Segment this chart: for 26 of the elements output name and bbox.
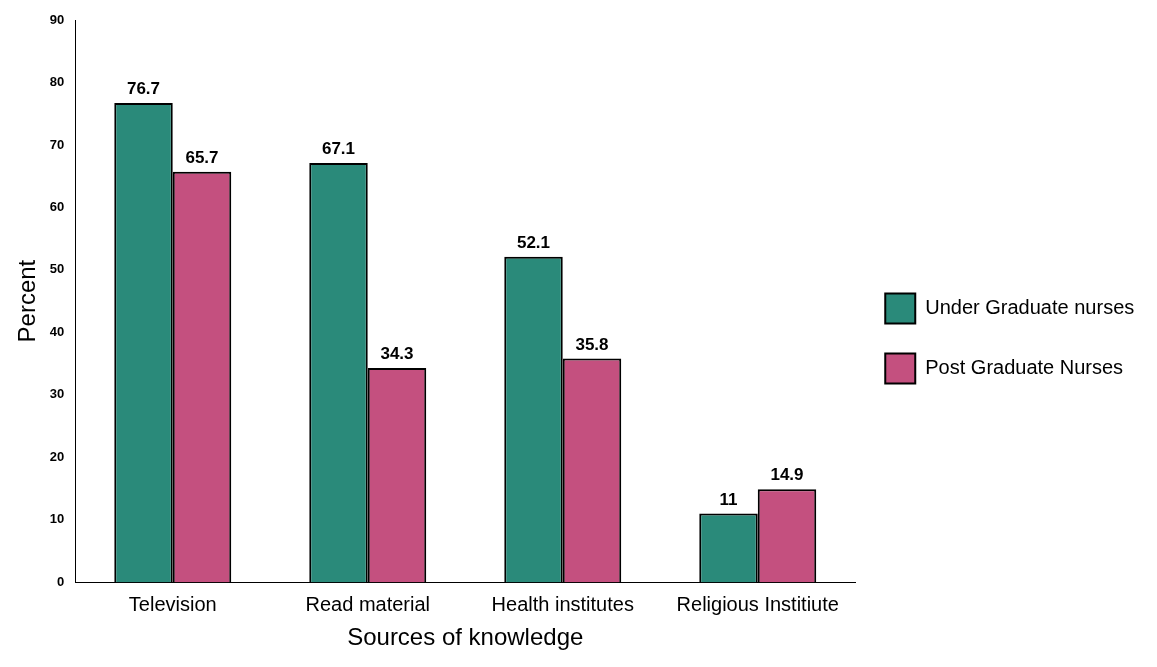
legend-label: Post Graduate Nurses	[925, 356, 1124, 379]
y-tick-label: 70	[49, 136, 65, 152]
data-label: 52.1	[516, 232, 551, 252]
y-tick-label: 90	[49, 11, 65, 27]
data-label: 14.9	[770, 465, 804, 485]
x-tick-label: Read material	[305, 592, 431, 615]
y-tick-label: 0	[57, 573, 65, 589]
y-tick-label: 60	[49, 198, 65, 214]
x-tick-label: Religious Institiute	[676, 592, 839, 615]
y-tick-label: 80	[49, 74, 65, 90]
y-tick-label: 10	[49, 511, 65, 527]
y-tick-label: 50	[49, 261, 65, 277]
data-label: 67.1	[321, 139, 356, 159]
y-tick-label: 30	[49, 386, 65, 402]
data-label: 65.7	[185, 147, 219, 167]
data-label: 35.8	[575, 334, 609, 354]
x-axis-title: Sources of knowledge	[347, 623, 584, 651]
x-tick-label: Health institutes	[491, 592, 634, 615]
legend-label: Under Graduate nurses	[925, 296, 1135, 319]
data-label: 76.7	[126, 79, 161, 99]
y-tick-label: 20	[49, 448, 65, 464]
data-label: 34.3	[380, 344, 414, 364]
y-tick-label: 40	[49, 323, 65, 339]
x-tick-label: Television	[128, 592, 217, 615]
data-label: 11	[719, 489, 738, 509]
y-axis-title: Percent	[13, 259, 41, 343]
